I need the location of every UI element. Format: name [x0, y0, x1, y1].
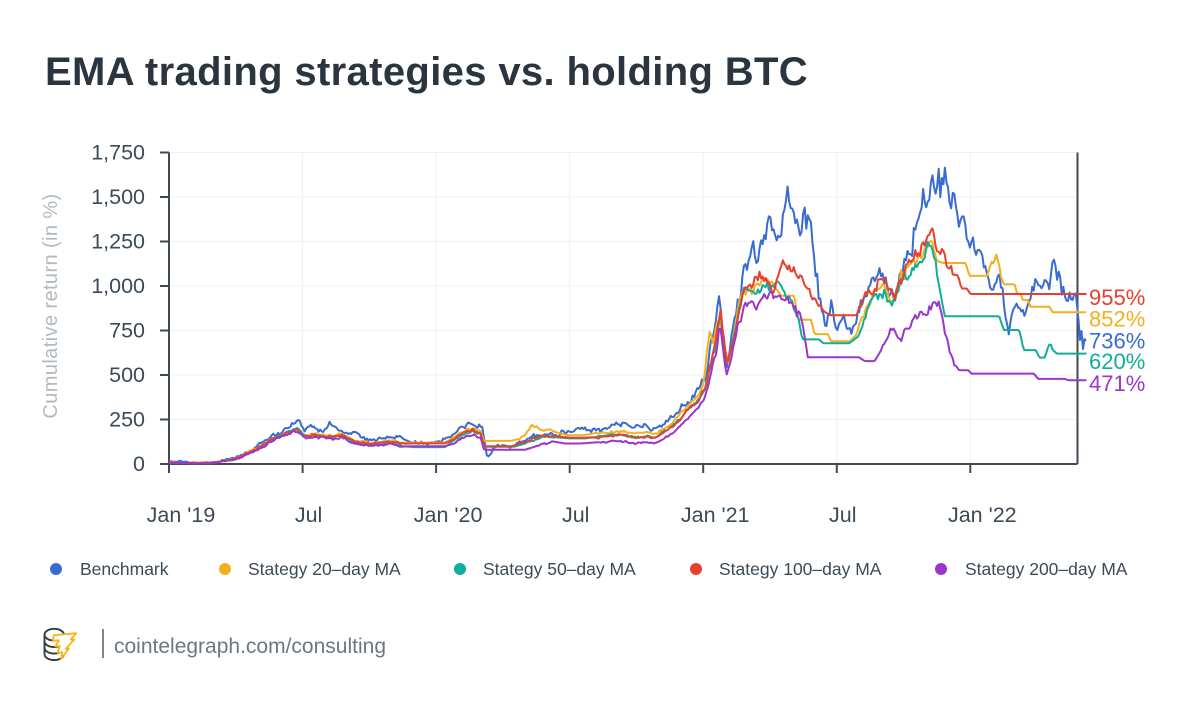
svg-text:620%: 620% [1089, 349, 1145, 374]
svg-text:Jul: Jul [295, 503, 322, 527]
svg-text:500: 500 [109, 363, 145, 387]
svg-text:Jan '20: Jan '20 [414, 503, 483, 527]
svg-text:0: 0 [133, 452, 145, 476]
svg-text:Cumulative return (in %): Cumulative return (in %) [40, 193, 62, 418]
svg-text:1,000: 1,000 [91, 274, 145, 298]
svg-text:Jul: Jul [562, 503, 589, 527]
svg-text:Jan '19: Jan '19 [147, 503, 216, 527]
svg-text:955%: 955% [1089, 285, 1145, 310]
svg-text:250: 250 [109, 408, 145, 432]
svg-text:Jul: Jul [829, 503, 856, 527]
svg-text:Jan '21: Jan '21 [681, 503, 750, 527]
svg-text:736%: 736% [1089, 329, 1145, 354]
svg-text:1,250: 1,250 [91, 230, 145, 254]
svg-text:Jan '22: Jan '22 [948, 503, 1017, 527]
svg-text:1,750: 1,750 [91, 141, 145, 165]
svg-text:471%: 471% [1089, 371, 1145, 396]
svg-text:750: 750 [109, 319, 145, 343]
svg-text:1,500: 1,500 [91, 185, 145, 209]
svg-text:852%: 852% [1089, 307, 1145, 332]
